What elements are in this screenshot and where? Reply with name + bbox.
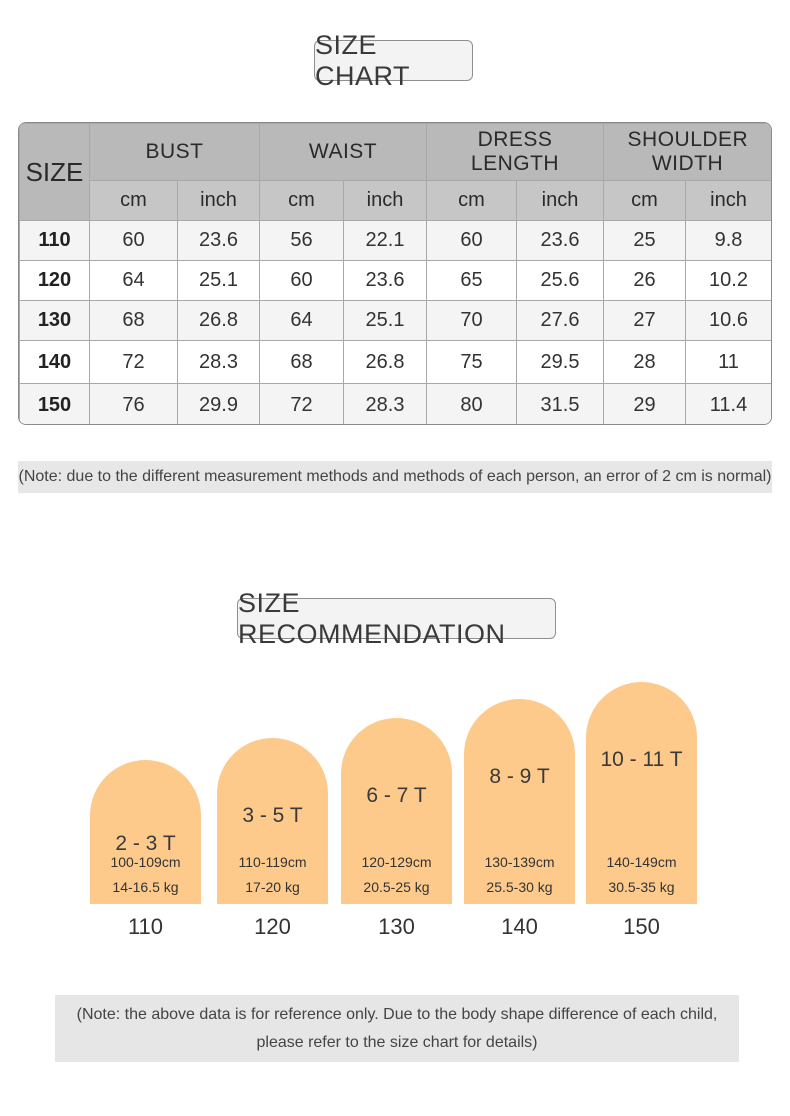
size-cell: 130 [19,300,90,341]
measurement-cell: 64 [259,300,345,341]
measurement-cell: 27.6 [516,300,605,341]
measurement-cell: 26.8 [343,340,428,384]
age-range: 6 - 7 T [366,784,427,807]
measurement-cell: 29.9 [176,383,261,424]
measurement-cell: 60 [259,260,345,301]
measurement-cell: 23.6 [343,260,428,301]
unit-header: cm [426,180,518,221]
reference-note-line2: please refer to the size chart for detai… [256,1033,538,1051]
reference-note-line1: (Note: the above data is for reference o… [76,1005,718,1023]
measurement-cell: 10.6 [685,300,771,341]
age-range: 10 - 11 T [600,748,683,771]
measurement-cell: 26 [603,260,687,301]
weight-range: 17-20 kg [245,879,300,895]
size-chart-table: SIZE BUST WAIST DRESS LENGTH SHOULDER WI… [18,122,772,425]
bust-header: BUST [88,123,261,181]
dress-length-header: DRESS LENGTH [426,123,605,181]
measurement-note: (Note: due to the different measurement … [18,461,772,493]
size-card: 6 - 7 T 120-129cm 20.5-25 kg [341,718,452,904]
measurement-cell: 65 [426,260,518,301]
size-recommendation-title: SIZE RECOMMENDATION [237,588,556,649]
waist-header: WAIST [259,123,428,181]
size-cell: 110 [19,220,90,261]
measurement-cell: 29.5 [516,340,605,384]
table-row: 120 64 25.1 60 23.6 65 25.6 26 10.2 [19,260,771,301]
size-column-header: SIZE [19,123,90,221]
measurement-cell: 31.5 [516,383,605,424]
measurement-cell: 60 [426,220,518,261]
age-range: 3 - 5 T [242,804,303,827]
measurement-cell: 28.3 [176,340,261,384]
height-range: 140-149cm [606,854,677,870]
measurement-cell: 76 [89,383,178,424]
size-card: 2 - 3 T 100-109cm 14-16.5 kg [90,760,201,904]
weight-range: 30.5-35 kg [608,879,675,895]
table-row: 110 60 23.6 56 22.1 60 23.6 25 9.8 [19,220,771,261]
size-card: 3 - 5 T 110-119cm 17-20 kg [217,738,328,904]
age-range: 2 - 3 T [115,832,176,855]
size-label: 130 [378,914,415,939]
measurement-cell: 11.4 [685,383,771,424]
measurement-cell: 72 [89,340,178,384]
measurement-cell: 26.8 [176,300,261,341]
unit-header: inch [343,180,428,221]
measurement-cell: 27 [603,300,687,341]
unit-header: cm [603,180,687,221]
measurement-cell: 25.6 [516,260,605,301]
measurement-cell: 10.2 [685,260,771,301]
size-cell: 120 [19,260,90,301]
table-row: 150 76 29.9 72 28.3 80 31.5 29 11.4 [19,383,771,424]
table-row: 130 68 26.8 64 25.1 70 27.6 27 10.6 [19,300,771,341]
unit-header: inch [685,180,771,221]
weight-range: 14-16.5 kg [112,879,179,895]
measurement-cell: 23.6 [516,220,605,261]
size-chart-title: SIZE CHART [314,30,473,91]
measurement-cell: 68 [259,340,345,384]
height-range: 100-109cm [110,854,181,870]
unit-header: inch [516,180,605,221]
measurement-cell: 25.1 [176,260,261,301]
measurement-cell: 25.1 [343,300,428,341]
size-label: 120 [254,914,291,939]
measurement-cell: 23.6 [176,220,261,261]
measurement-cell: 68 [89,300,178,341]
unit-header: cm [259,180,345,221]
measurement-cell: 56 [259,220,345,261]
height-range: 130-139cm [484,854,555,870]
weight-range: 25.5-30 kg [486,879,553,895]
measurement-cell: 80 [426,383,518,424]
size-label: 110 [127,914,164,939]
size-card: 10 - 11 T 140-149cm 30.5-35 kg [586,682,697,904]
measurement-cell: 70 [426,300,518,341]
age-range: 8 - 9 T [489,765,550,788]
unit-header: cm [89,180,178,221]
measurement-cell: 72 [259,383,345,424]
height-range: 120-129cm [361,854,432,870]
unit-header: inch [176,180,261,221]
size-card: 8 - 9 T 130-139cm 25.5-30 kg [464,699,575,904]
table-row: 140 72 28.3 68 26.8 75 29.5 28 11 [19,340,771,384]
measurement-cell: 75 [426,340,518,384]
shoulder-width-header: SHOULDER WIDTH [603,123,771,181]
measurement-cell: 28.3 [343,383,428,424]
height-range: 110-119cm [238,854,307,870]
measurement-cell: 25 [603,220,687,261]
reference-note: (Note: the above data is for reference o… [55,995,739,1062]
size-cell: 140 [19,340,90,384]
measurement-cell: 9.8 [685,220,771,261]
size-label: 150 [623,914,660,939]
measurement-cell: 64 [89,260,178,301]
measurement-cell: 11 [685,340,771,384]
measurement-cell: 29 [603,383,687,424]
measurement-cell: 28 [603,340,687,384]
size-cell: 150 [19,383,90,424]
measurement-cell: 22.1 [343,220,428,261]
measurement-cell: 60 [89,220,178,261]
size-label: 140 [501,914,538,939]
weight-range: 20.5-25 kg [363,879,430,895]
